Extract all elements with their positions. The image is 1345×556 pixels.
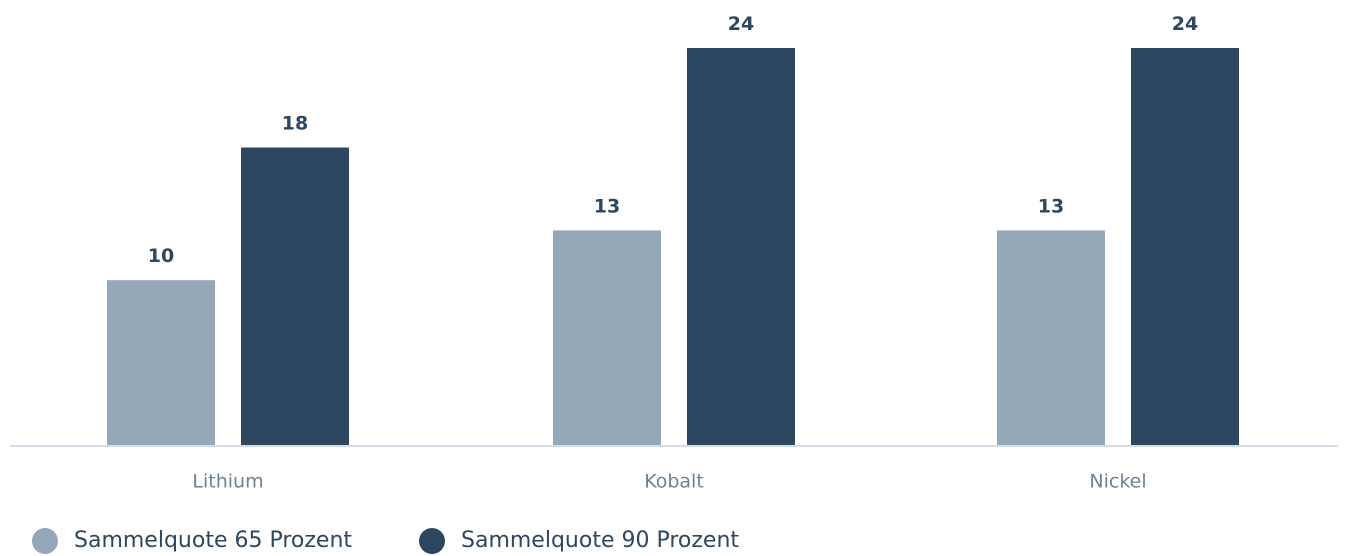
bar-lithium-series-1	[107, 280, 215, 446]
legend-marker-series-1	[32, 528, 58, 554]
bar-kobalt-series-1	[553, 230, 661, 446]
x-tick-label-nickel: Nickel	[1089, 471, 1146, 493]
legend: Sammelquote 65 Prozent Sammelquote 90 Pro…	[32, 528, 739, 554]
legend-marker-series-2	[419, 528, 445, 554]
x-tick-label-kobalt: Kobalt	[644, 471, 704, 493]
data-label-kobalt-series-2: 24	[728, 13, 754, 35]
legend-label-series-1: Sammelquote 65 Prozent	[74, 528, 352, 553]
bars-layer	[107, 48, 1239, 446]
data-label-nickel-series-1: 13	[1038, 195, 1064, 217]
bar-lithium-series-2	[241, 147, 349, 446]
data-label-nickel-series-2: 24	[1172, 13, 1198, 35]
bar-nickel-series-1	[997, 230, 1105, 446]
x-tick-label-lithium: Lithium	[192, 471, 263, 493]
data-label-kobalt-series-1: 13	[594, 195, 620, 217]
x-tick-labels: Lithium Kobalt Nickel	[192, 471, 1146, 493]
data-label-lithium-series-2: 18	[282, 113, 308, 135]
bar-nickel-series-2	[1131, 48, 1239, 446]
data-label-lithium-series-1: 10	[148, 245, 174, 267]
value-labels-layer: 10 18 13 24 13 24	[148, 13, 1198, 267]
bar-kobalt-series-2	[687, 48, 795, 446]
legend-label-series-2: Sammelquote 90 Prozent	[461, 528, 739, 553]
